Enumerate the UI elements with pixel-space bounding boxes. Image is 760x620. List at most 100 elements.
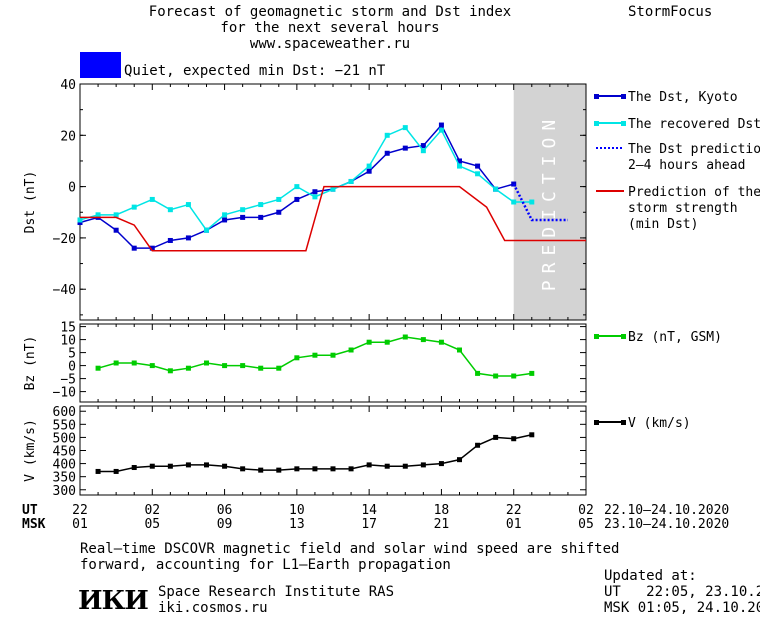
data-point-0-1-13 xyxy=(312,194,318,200)
legend-marker-0-0 xyxy=(594,94,599,99)
y-tick-label-2-600: 600 xyxy=(53,405,76,420)
legend-label-0-3-2: (min Dst) xyxy=(628,217,698,232)
data-point-2-0-5 xyxy=(185,462,191,468)
msk-date-range: 23.10–24.10.2020 xyxy=(604,517,729,532)
data-point-0-1-16 xyxy=(366,163,372,169)
data-point-1-0-19 xyxy=(438,339,444,345)
data-point-2-0-11 xyxy=(294,466,300,472)
plot-frame-2 xyxy=(79,405,587,496)
legend-marker-end-2-0 xyxy=(621,420,626,425)
data-point-2-0-14 xyxy=(348,466,354,472)
data-point-1-0-21 xyxy=(475,370,481,376)
data-point-0-0-19 xyxy=(420,143,426,149)
data-point-2-0-23 xyxy=(511,436,517,442)
legend-marker-end-0-0 xyxy=(621,94,626,99)
footer-note-line-1: Real–time DSCOVR magnetic field and sola… xyxy=(80,541,620,557)
y-tick-label-1-15: 15 xyxy=(60,321,76,336)
data-point-2-0-24 xyxy=(529,432,535,438)
ut-tick-label-6: 22 xyxy=(506,503,522,518)
data-point-1-0-11 xyxy=(294,355,300,361)
series-line-0-1 xyxy=(79,126,532,232)
y-tick-label-1-10: 10 xyxy=(60,334,76,349)
data-point-1-0-14 xyxy=(348,347,354,353)
institute-site-link[interactable]: iki.cosmos.ru xyxy=(158,600,268,616)
ut-tick-label-7: 02 xyxy=(578,503,594,518)
y-tick-label-2-550: 550 xyxy=(53,418,76,433)
data-point-0-1-25 xyxy=(529,199,535,205)
data-point-1-0-6 xyxy=(204,360,209,366)
data-point-2-0-16 xyxy=(384,463,390,469)
legend-label-2-0-0: V (km/s) xyxy=(628,416,691,431)
data-point-1-0-23 xyxy=(511,373,517,379)
data-point-2-0-1 xyxy=(113,468,119,474)
institute-name: Space Research Institute RAS xyxy=(158,584,395,600)
data-point-1-0-4 xyxy=(167,368,173,374)
data-point-0-0-16 xyxy=(366,168,372,174)
data-point-2-0-21 xyxy=(475,442,481,448)
data-point-2-0-18 xyxy=(420,462,426,468)
series-line-2-0 xyxy=(98,434,532,473)
data-point-2-0-2 xyxy=(131,465,137,471)
ut-tick-label-4: 14 xyxy=(361,503,377,518)
data-point-0-1-2 xyxy=(113,212,119,218)
data-point-1-0-1 xyxy=(113,360,119,366)
data-point-2-0-20 xyxy=(457,457,462,463)
data-point-0-1-5 xyxy=(167,207,173,213)
msk-tick-label-5: 21 xyxy=(434,517,450,532)
status-color-swatch xyxy=(80,52,121,78)
data-point-1-0-7 xyxy=(222,363,228,369)
ut-date-range: 22.10–24.10.2020 xyxy=(604,503,729,518)
y-tick-label-2-450: 450 xyxy=(53,445,76,460)
data-point-0-1-24 xyxy=(511,199,517,205)
data-point-0-0-4 xyxy=(149,245,155,251)
data-point-1-0-10 xyxy=(276,365,282,371)
ut-tick-label-2: 06 xyxy=(217,503,233,518)
updated-ut: UT 22:05, 23.10.2020 xyxy=(604,584,760,600)
data-point-1-0-5 xyxy=(185,365,191,371)
data-point-2-0-17 xyxy=(402,463,408,469)
data-point-0-1-4 xyxy=(149,196,155,202)
msk-tick-label-0: 01 xyxy=(72,517,88,532)
msk-tick-label-1: 05 xyxy=(144,517,160,532)
data-point-2-0-15 xyxy=(366,462,372,468)
data-point-2-0-19 xyxy=(438,461,444,467)
data-point-0-0-0 xyxy=(77,220,83,226)
y-tick-label-0--40: −40 xyxy=(53,283,76,298)
iki-logo: ИКИ xyxy=(78,586,149,616)
ut-tick-label-0: 22 xyxy=(72,503,88,518)
data-point-1-0-8 xyxy=(240,363,246,369)
msk-tick-label-2: 09 xyxy=(217,517,233,532)
data-point-1-0-0 xyxy=(95,365,101,371)
data-point-0-0-8 xyxy=(222,217,228,223)
data-point-0-0-17 xyxy=(384,150,390,156)
data-point-0-1-21 xyxy=(457,163,462,169)
ut-tick-label-5: 18 xyxy=(434,503,450,518)
data-point-2-0-12 xyxy=(312,466,318,472)
data-point-0-1-12 xyxy=(294,184,300,190)
data-point-0-1-15 xyxy=(348,178,354,184)
brand-label: StormFocus xyxy=(628,4,713,20)
data-point-2-0-4 xyxy=(167,463,173,469)
data-point-0-1-11 xyxy=(276,196,282,202)
data-point-0-0-20 xyxy=(438,122,444,128)
msk-tick-label-3: 13 xyxy=(289,517,305,532)
data-point-0-1-19 xyxy=(420,148,426,154)
legend-marker-end-1-0 xyxy=(621,334,626,339)
updated-label: Updated at: xyxy=(604,568,697,584)
y-tick-label-0-20: 20 xyxy=(60,129,76,144)
data-point-0-0-2 xyxy=(113,227,119,233)
data-point-2-0-10 xyxy=(276,467,282,473)
data-point-1-0-9 xyxy=(258,365,264,371)
data-point-0-1-10 xyxy=(258,202,264,208)
data-point-2-0-9 xyxy=(258,467,264,473)
data-point-1-0-2 xyxy=(131,360,137,366)
data-point-1-0-17 xyxy=(402,334,408,340)
y-axis-label-0: Dst (nT) xyxy=(23,171,38,234)
chart-title-line-2: for the next several hours xyxy=(220,20,440,36)
data-point-1-0-12 xyxy=(312,352,318,358)
series-line-0-2 xyxy=(512,183,568,222)
data-point-0-0-3 xyxy=(131,245,137,251)
data-point-2-0-0 xyxy=(95,468,101,474)
footer-note-line-2: forward, accounting for L1–Earth propaga… xyxy=(80,557,451,573)
data-point-1-0-13 xyxy=(330,352,336,358)
